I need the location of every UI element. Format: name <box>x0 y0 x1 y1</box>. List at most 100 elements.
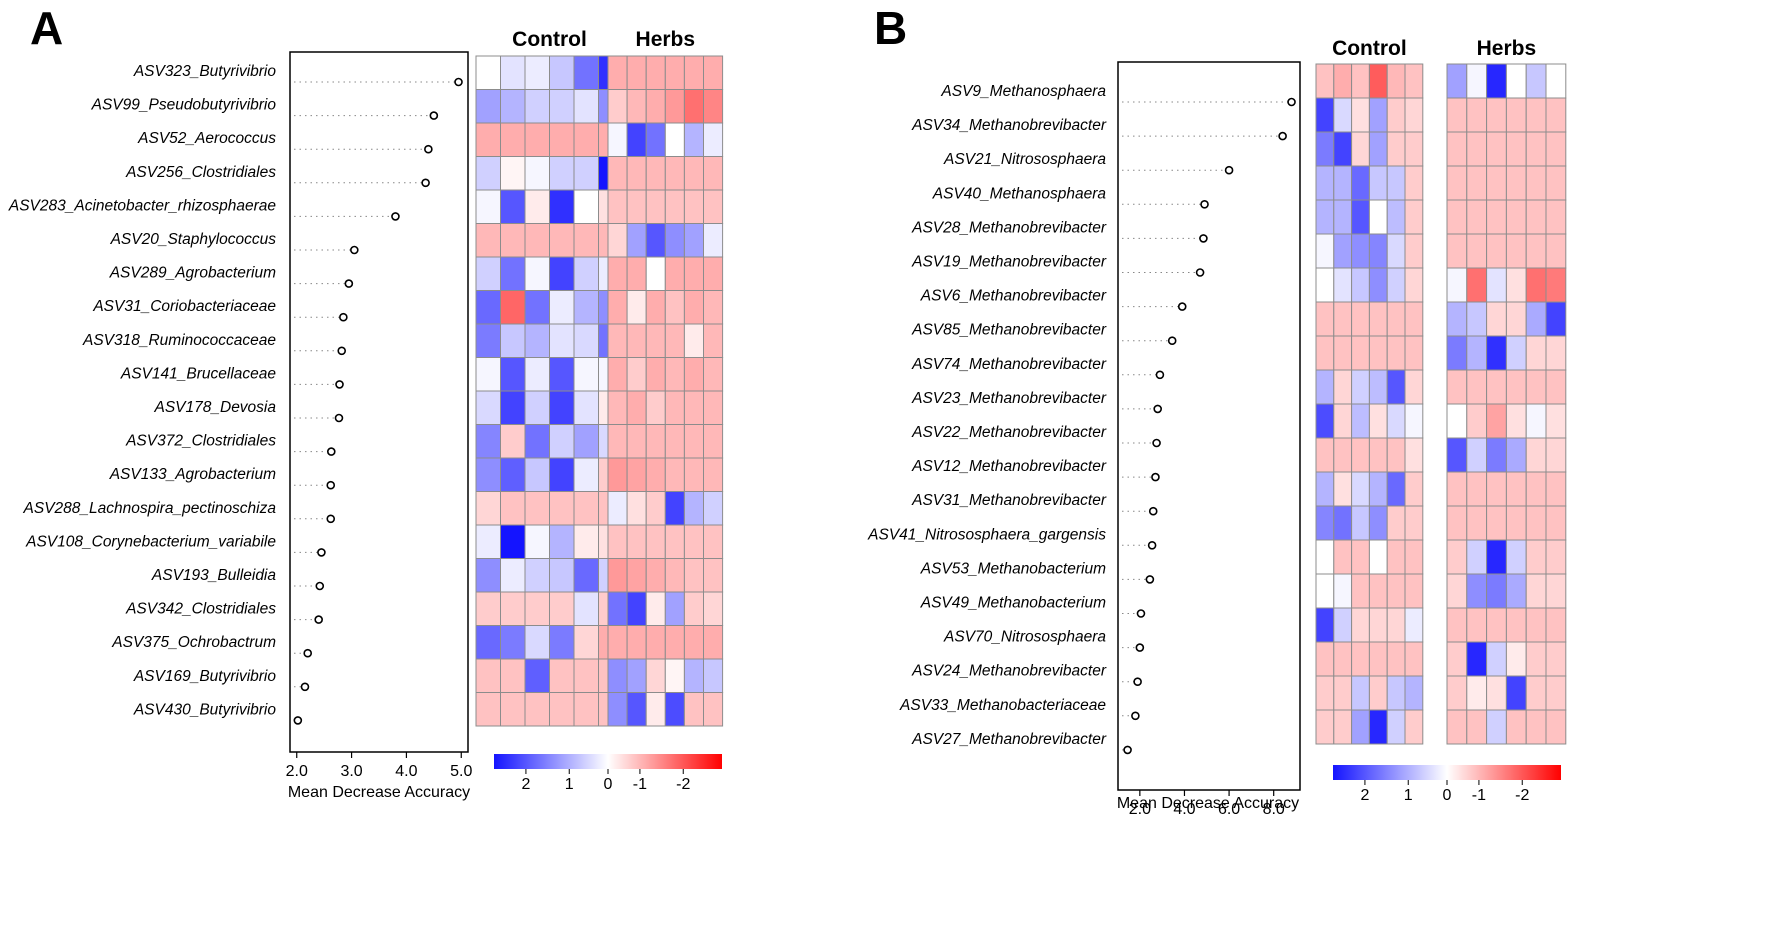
heatmap-cell <box>1386 403 1406 439</box>
heatmap-cell <box>1486 573 1507 609</box>
heatmap-cell <box>1368 675 1388 711</box>
heatmap-cell <box>1351 641 1370 677</box>
panel-label: B <box>874 2 907 54</box>
feature-label: ASV9_Methanosphaera <box>940 83 1106 100</box>
importance-point <box>1147 540 1157 550</box>
heatmap-cell <box>1333 403 1353 439</box>
heatmap-cell <box>645 256 666 291</box>
importance-point <box>1131 711 1140 721</box>
heatmap-cell <box>645 591 666 626</box>
heatmap-cell <box>664 55 685 90</box>
heatmap-cell <box>1333 369 1353 405</box>
heatmap-cell <box>475 256 501 291</box>
heatmap-cell <box>1351 573 1370 609</box>
heatmap-cell <box>1404 165 1424 201</box>
heatmap-cell <box>664 290 685 325</box>
heatmap-cell <box>683 189 705 224</box>
heatmap-cell <box>1368 403 1388 439</box>
heatmap-cell <box>549 591 575 626</box>
x-axis-label: Mean Decrease Accuracy <box>288 784 470 801</box>
feature-label: ASV21_Nitrososphaera <box>943 151 1106 168</box>
heatmap-cell <box>1351 403 1370 439</box>
importance-point <box>334 413 344 423</box>
heatmap-cell <box>1486 233 1507 269</box>
heatmap-cell <box>1545 369 1567 405</box>
heatmap-cell <box>1315 335 1335 371</box>
heatmap-cell <box>1315 267 1335 303</box>
heatmap-cell <box>1351 539 1370 575</box>
heatmap-cell <box>645 156 666 191</box>
importance-point <box>1123 745 1132 755</box>
heatmap-cell <box>549 256 575 291</box>
heatmap-cell <box>1368 505 1388 541</box>
heatmap-cell <box>1315 63 1335 99</box>
heatmap-cell <box>475 223 501 258</box>
heatmap-cell <box>626 290 647 325</box>
heatmap-cell <box>645 424 666 459</box>
heatmap-cell <box>549 692 575 727</box>
feature-label: ASV19_Methanobrevibacter <box>911 254 1107 271</box>
heatmap-cell <box>1466 63 1488 99</box>
heatmap-cell <box>475 658 501 693</box>
panel-b: B ASV9_Methanosphaera ASV34_Methanobreviba… <box>867 2 1567 818</box>
heatmap-cell <box>1446 301 1468 337</box>
heatmap-cell <box>1446 539 1468 575</box>
heatmap-cell <box>1505 97 1527 133</box>
heatmap-cell <box>1333 675 1353 711</box>
heatmap-cell <box>664 658 685 693</box>
heatmap-cell <box>626 457 647 492</box>
x-tick-label: 2.0 <box>286 763 308 780</box>
heatmap-cell <box>607 122 628 157</box>
heatmap-cell <box>500 290 526 325</box>
heatmap-cell <box>1351 165 1370 201</box>
heatmap-cell <box>1315 97 1335 133</box>
feature-label: ASV74_Methanobrevibacter <box>911 356 1107 373</box>
heatmap-cell <box>524 390 550 425</box>
heatmap-cell <box>703 390 724 425</box>
heatmap-cell <box>1486 63 1507 99</box>
heatmap-cell <box>1404 267 1424 303</box>
heatmap-cell <box>1368 131 1388 167</box>
heatmap-cell <box>549 357 575 392</box>
heatmap-cell <box>1351 335 1370 371</box>
heatmap-cell <box>1386 505 1406 541</box>
heatmap-cell <box>607 524 628 559</box>
heatmap-cell <box>1333 97 1353 133</box>
heatmap-cell <box>500 323 526 358</box>
heatmap-cell <box>645 323 666 358</box>
heatmap-cell <box>607 692 628 727</box>
heatmap-cell <box>683 625 705 660</box>
heatmap-cell <box>1368 199 1388 235</box>
heatmap-cell <box>549 223 575 258</box>
feature-label: ASV70_Nitrososphaera <box>943 629 1106 646</box>
heatmap-cell <box>1505 573 1527 609</box>
heatmap-cell <box>1333 335 1353 371</box>
heatmap-cell <box>645 55 666 90</box>
heatmap-cell <box>664 625 685 660</box>
heatmap-cell <box>607 457 628 492</box>
heatmap-cell <box>524 290 550 325</box>
colorbar-tick-label: -1 <box>633 776 647 793</box>
heatmap-cell <box>573 89 599 124</box>
heatmap-cell <box>475 390 501 425</box>
heatmap-cell <box>524 491 550 526</box>
feature-label: ASV33_Methanobacteriaceae <box>899 697 1106 714</box>
heatmap-cell <box>1333 199 1353 235</box>
heatmap-cell <box>1386 335 1406 371</box>
heatmap-cell <box>1446 131 1468 167</box>
heatmap-cell <box>475 692 501 727</box>
heatmap-cell <box>524 122 550 157</box>
feature-label: ASV169_Butyrivibrio <box>133 668 277 685</box>
heatmap-cell <box>645 558 666 593</box>
feature-label: ASV256_Clostridiales <box>125 164 276 181</box>
heatmap-cell <box>1446 471 1468 507</box>
heatmap-cell <box>1466 301 1488 337</box>
heatmap-cell <box>1446 165 1468 201</box>
heatmap-cell <box>1368 233 1388 269</box>
colorbar-tick-label: 0 <box>604 776 613 793</box>
heatmap-cell <box>500 491 526 526</box>
heatmap-cell <box>645 189 666 224</box>
heatmap-cell <box>1404 539 1424 575</box>
heatmap-cell <box>626 558 647 593</box>
